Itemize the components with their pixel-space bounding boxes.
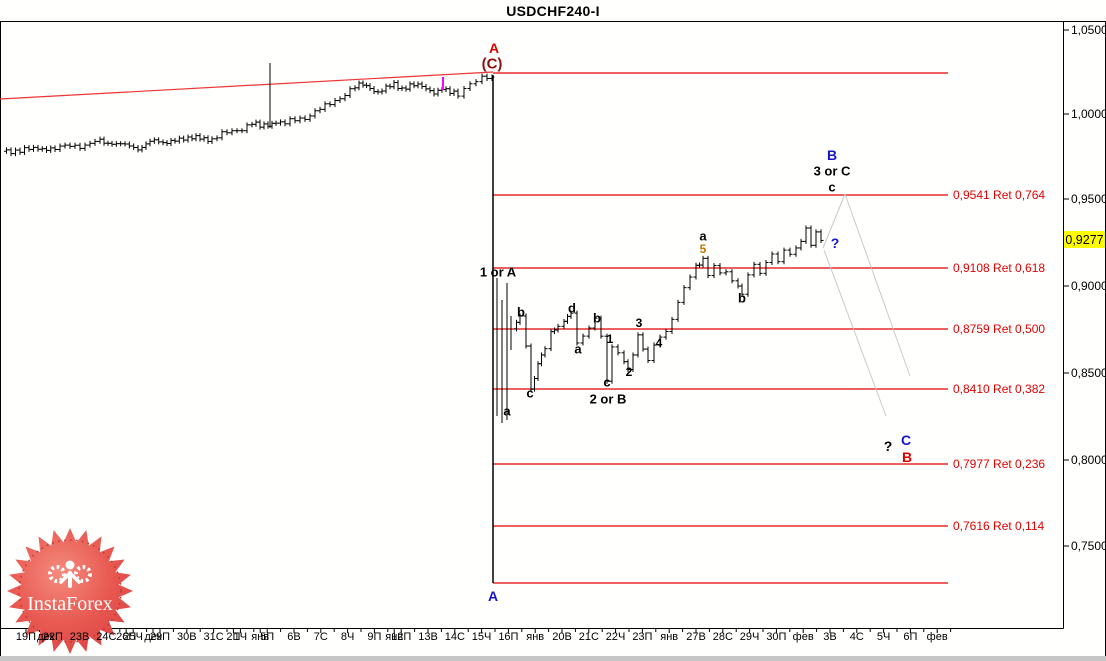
axes — [0, 22, 1105, 657]
time-tick-label: 27В — [686, 631, 706, 643]
wave-label-a: a — [699, 228, 707, 244]
time-tick-label-ghost: янв — [251, 631, 270, 643]
time-tick-label: 31С — [203, 631, 224, 643]
time-tick-label: 13В — [418, 631, 438, 643]
instaforex-logo — [7, 528, 133, 654]
page-title: USDCHF240-I — [506, 2, 600, 19]
wave-label-c: c — [828, 179, 836, 195]
wave-label-2: 2 — [625, 365, 633, 379]
time-tick-label: 15Ч — [471, 631, 492, 643]
time-tick-label-ghost: дек — [144, 631, 162, 643]
wave-label-C: C — [900, 432, 912, 448]
wave-label-3orC: 3 or C — [813, 163, 851, 179]
time-tick-label: 25Ч — [123, 631, 143, 643]
wave-label-: ? — [830, 235, 840, 251]
wave-label-a: a — [503, 403, 511, 419]
price-tick-label: 0,9000 — [1071, 279, 1106, 293]
time-tick-label-ghost: 2П — [226, 631, 241, 643]
time-tick-label: 21С — [578, 631, 599, 643]
wave-label-b: b — [738, 290, 746, 306]
wave-label-A: A — [487, 588, 499, 604]
gears-person-icon — [48, 560, 92, 588]
wave-label-B: B — [826, 147, 838, 163]
title-bar: USDCHF240-I — [0, 0, 1106, 22]
time-tick-label: фев — [926, 631, 948, 643]
time-tick-label: 5П — [260, 631, 275, 643]
time-tick-label: 6П — [903, 631, 918, 643]
wave-label-5: 5 — [699, 242, 707, 256]
wave-label-2orB: 2 or B — [589, 391, 627, 407]
time-tick-label: 30В — [177, 631, 197, 643]
wave-label-a: a — [574, 341, 582, 357]
time-tick-label: фев — [792, 631, 814, 643]
wave-label-: ? — [883, 438, 893, 454]
time-tick-label: 6В — [287, 631, 301, 643]
time-tick-label: 3В — [823, 631, 837, 643]
price-tick-label: 0,8000 — [1071, 453, 1106, 467]
wave-label-d: d — [568, 300, 576, 316]
forecast-channel-lines — [822, 193, 911, 417]
time-tick-label: 29П — [149, 631, 171, 643]
time-tick-label: 28С — [712, 631, 733, 643]
wave-label-B: B — [901, 449, 913, 465]
wave-label-A: A — [488, 40, 500, 56]
time-tick-label: 24С — [96, 631, 117, 643]
wave-label-4: 4 — [655, 336, 663, 350]
logo-wordmark: InstaForex — [27, 593, 113, 615]
time-tick-label: 16П — [498, 631, 519, 643]
fib-level-label: 0,7977 Ret 0,236 — [953, 457, 1046, 471]
time-tick-label: 22Ч — [605, 631, 626, 643]
fib-level-label: 0,9108 Ret 0,618 — [953, 261, 1046, 275]
price-bars — [4, 63, 824, 583]
time-tick-label-ghost: 26П — [116, 631, 137, 643]
price-tick-label: 1,0500 — [1071, 23, 1106, 37]
wave-label-c: c — [526, 385, 534, 401]
time-tick-label: янв — [526, 631, 545, 643]
time-tick-label: 5Ч — [876, 631, 891, 643]
time-tick-label: 9П — [367, 631, 382, 643]
time-tick-label: 30П — [766, 631, 787, 643]
wave-label-1: 1 — [606, 332, 614, 346]
fib-level-label: 0,9541 Ret 0,764 — [953, 188, 1046, 202]
time-tick-label: 29Ч — [739, 631, 760, 643]
time-tick-label: 20В — [552, 631, 572, 643]
time-tick-label: 23В — [69, 631, 90, 643]
wave-label-b: b — [593, 310, 601, 326]
fib-level-label: 0,8410 Ret 0,382 — [953, 382, 1046, 396]
price-tick-label: 0,7500 — [1071, 539, 1106, 553]
fib-level-label: 0,8759 Ret 0,500 — [953, 322, 1046, 336]
time-tick-label: 7С — [313, 631, 328, 643]
time-tick-label: 19П — [15, 631, 37, 643]
time-tick-label: янв — [660, 631, 679, 643]
time-tick-label-ghost: янв — [385, 631, 404, 643]
wave-label-1orA: 1 or A — [479, 264, 517, 280]
time-tick-label: 4С — [849, 631, 864, 643]
price-tick-label: 0,9500 — [1071, 192, 1106, 206]
bottom-edge-strip — [0, 656, 1106, 661]
fib-level-label: 0,7616 Ret 0,114 — [953, 519, 1045, 533]
logo-dotted-ring — [18, 539, 122, 643]
fibonacci-lines — [0, 71, 948, 584]
wave-label-C: (C) — [481, 55, 503, 73]
time-tick-label: 1Ч — [233, 631, 248, 643]
price-tick-label: 0,8500 — [1071, 366, 1106, 380]
wave-label-c: c — [603, 374, 611, 390]
price-tick-label: 1,0000 — [1071, 107, 1106, 121]
logo-starburst — [7, 528, 133, 654]
time-tick-label: 14С — [444, 631, 465, 643]
time-tick-label: 23П — [632, 631, 653, 643]
wave-label-3: 3 — [635, 316, 643, 330]
time-tick-label: 12П — [391, 631, 412, 643]
time-tick-label-ghost: дек — [37, 631, 55, 643]
wave-label-b: b — [517, 304, 525, 320]
time-tick-label: 8Ч — [340, 631, 355, 643]
time-tick-label: 22П — [42, 631, 63, 643]
current-price-tag: 0,9277 — [1064, 231, 1105, 248]
